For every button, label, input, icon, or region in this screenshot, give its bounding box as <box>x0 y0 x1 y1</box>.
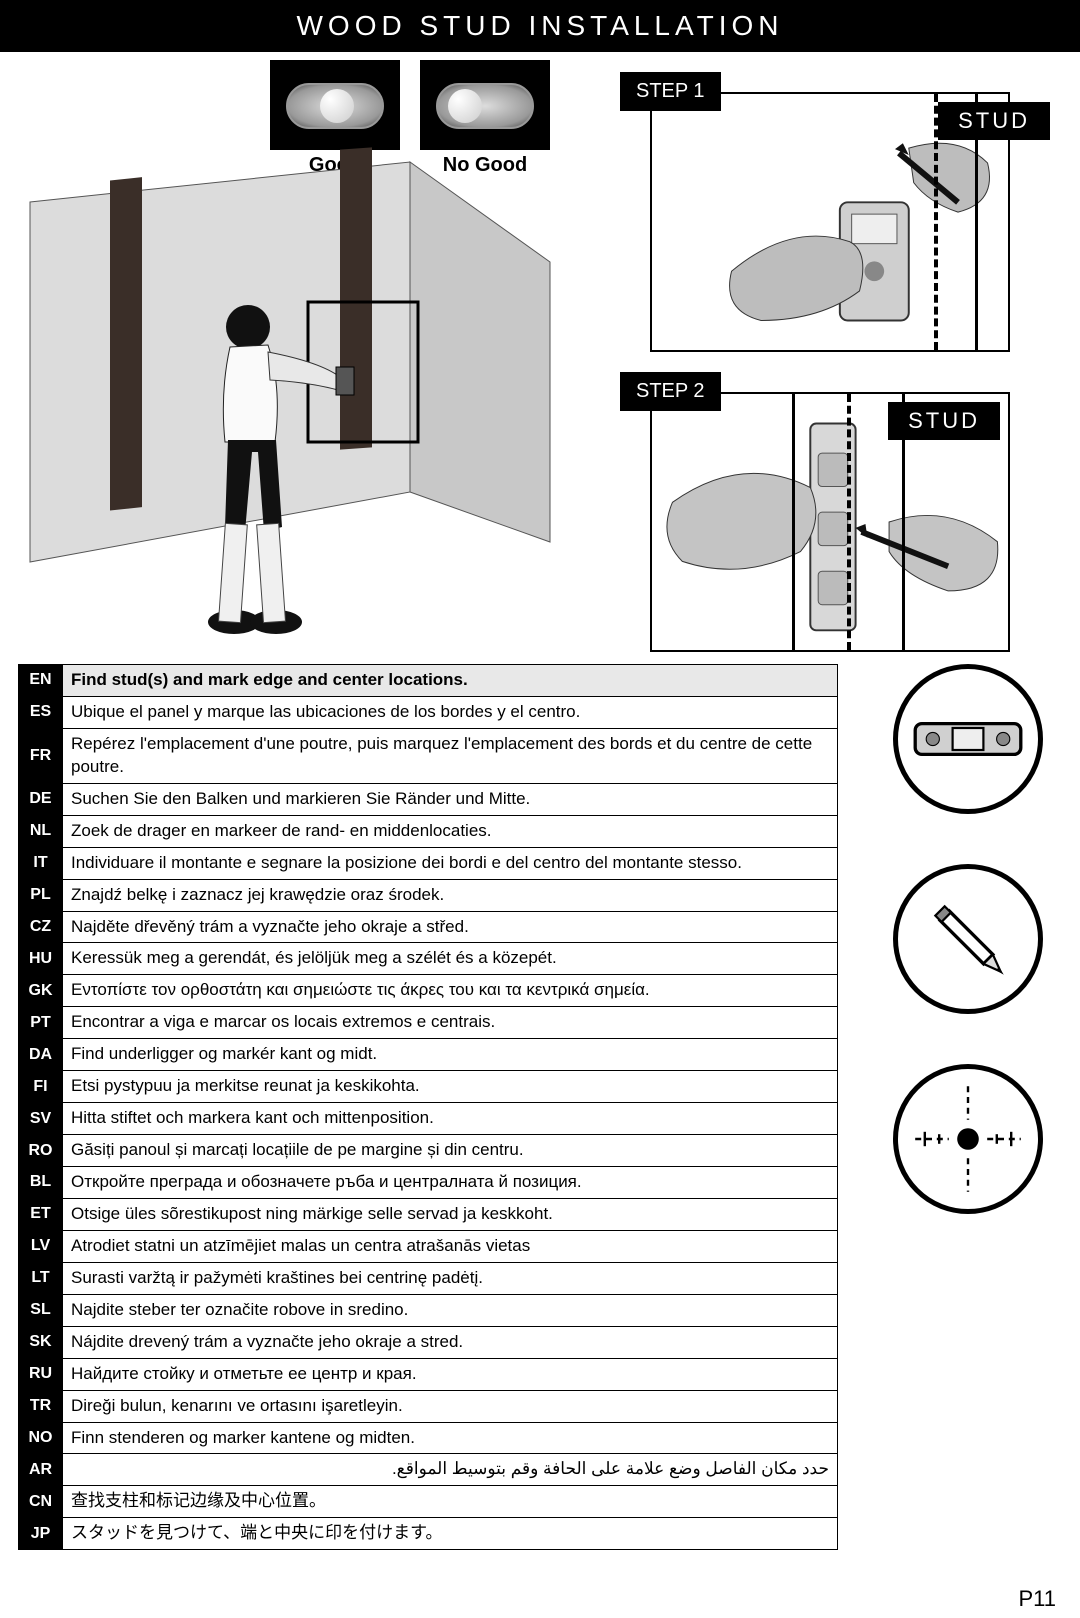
lang-code: LT <box>19 1262 63 1294</box>
instruction-text: Direği bulun, kenarını ve ortasını işare… <box>63 1390 838 1422</box>
instruction-text: Najdite steber ter označite robove in sr… <box>63 1294 838 1326</box>
instruction-row: ENFind stud(s) and mark edge and center … <box>19 665 838 697</box>
instruction-row: ARحدد مكان الفاصل وضع علامة على الحافة و… <box>19 1454 838 1486</box>
instruction-text: Найдите стойку и отметьте ее центр и кра… <box>63 1358 838 1390</box>
lang-code: DE <box>19 783 63 815</box>
instruction-text: Откройте преграда и обозначете ръба и це… <box>63 1167 838 1199</box>
instruction-text: Nájdite drevený trám a vyznačte jeho okr… <box>63 1326 838 1358</box>
step2-label: STEP 2 <box>620 372 721 411</box>
instruction-row: ETOtsige üles sõrestikupost ning märkige… <box>19 1198 838 1230</box>
instruction-text: Find stud(s) and mark edge and center lo… <box>63 665 838 697</box>
upper-illustrations: Good No Good <box>0 52 1080 652</box>
lang-code: SV <box>19 1103 63 1135</box>
lang-code: SL <box>19 1294 63 1326</box>
lang-code: NL <box>19 815 63 847</box>
instruction-row: JPスタッドを見つけて、端と中央に印を付けます。 <box>19 1518 838 1550</box>
lang-code: PL <box>19 879 63 911</box>
instruction-text: Etsi pystypuu ja merkitse reunat ja kesk… <box>63 1071 838 1103</box>
lang-code: ET <box>19 1198 63 1230</box>
instruction-row: LVAtrodiet statni un atzīmējiet malas un… <box>19 1230 838 1262</box>
lang-code: HU <box>19 943 63 975</box>
lang-code: TR <box>19 1390 63 1422</box>
instruction-row: SLNajdite steber ter označite robove in … <box>19 1294 838 1326</box>
instruction-row: DAFind underligger og markér kant og mid… <box>19 1039 838 1071</box>
lang-code: JP <box>19 1518 63 1550</box>
lang-code: FR <box>19 728 63 783</box>
step1-stud-label: STUD <box>938 102 1050 140</box>
instruction-text: Suchen Sie den Balken und markieren Sie … <box>63 783 838 815</box>
instruction-text: Ubique el panel y marque las ubicaciones… <box>63 696 838 728</box>
step2-stud-label: STUD <box>888 402 1000 440</box>
instruction-row: NOFinn stenderen og marker kantene og mi… <box>19 1422 838 1454</box>
lang-code: RO <box>19 1135 63 1167</box>
instruction-row: FRRepérez l'emplacement d'une poutre, pu… <box>19 728 838 783</box>
instruction-row: HUKeressük meg a gerendát, és jelöljük m… <box>19 943 838 975</box>
instruction-row: TRDireği bulun, kenarını ve ortasını işa… <box>19 1390 838 1422</box>
instruction-text: Finn stenderen og marker kantene og midt… <box>63 1422 838 1454</box>
instruction-row: LTSurasti varžtą ir pažymėti kraštines b… <box>19 1262 838 1294</box>
instruction-row: GKΕντοπίστε τον ορθοστάτη και σημειώστε … <box>19 975 838 1007</box>
instruction-row: DESuchen Sie den Balken und markieren Si… <box>19 783 838 815</box>
instruction-text: Individuare il montante e segnare la pos… <box>63 847 838 879</box>
lang-code: PT <box>19 1007 63 1039</box>
lang-code: ES <box>19 696 63 728</box>
step1-label: STEP 1 <box>620 72 721 111</box>
instruction-text: Encontrar a viga e marcar os locais extr… <box>63 1007 838 1039</box>
step2-panel: STEP 2 STUD <box>620 372 1010 652</box>
lang-code: CZ <box>19 911 63 943</box>
instruction-text: 查找支柱和标记边缘及中心位置。 <box>63 1486 838 1518</box>
target-mark-icon <box>893 1064 1043 1214</box>
instruction-text: Keressük meg a gerendát, és jelöljük meg… <box>63 943 838 975</box>
tools-icon-column <box>878 664 1058 1214</box>
instruction-row: ITIndividuare il montante e segnare la p… <box>19 847 838 879</box>
lang-code: EN <box>19 665 63 697</box>
stud-finder-icon <box>893 664 1043 814</box>
instruction-row: FIEtsi pystypuu ja merkitse reunat ja ke… <box>19 1071 838 1103</box>
lang-code: LV <box>19 1230 63 1262</box>
instruction-row: SVHitta stiftet och markera kant och mit… <box>19 1103 838 1135</box>
instruction-text: Otsige üles sõrestikupost ning märkige s… <box>63 1198 838 1230</box>
lang-code: BL <box>19 1167 63 1199</box>
instructions-table: ENFind stud(s) and mark edge and center … <box>18 664 838 1550</box>
instruction-text: Find underligger og markér kant og midt. <box>63 1039 838 1071</box>
instruction-row: ROGăsiți panoul și marcați locațiile de … <box>19 1135 838 1167</box>
lang-code: IT <box>19 847 63 879</box>
instruction-text: Hitta stiftet och markera kant och mitte… <box>63 1103 838 1135</box>
instruction-text: Atrodiet statni un atzīmējiet malas un c… <box>63 1230 838 1262</box>
instruction-text: Zoek de drager en markeer de rand- en mi… <box>63 815 838 847</box>
page-title: WOOD STUD INSTALLATION <box>0 0 1080 52</box>
wall-illustration <box>20 132 560 642</box>
lang-code: RU <box>19 1358 63 1390</box>
instruction-text: Găsiți panoul și marcați locațiile de pe… <box>63 1135 838 1167</box>
lang-code: AR <box>19 1454 63 1486</box>
instruction-row: PTEncontrar a viga e marcar os locais ex… <box>19 1007 838 1039</box>
instruction-row: RUНайдите стойку и отметьте ее центр и к… <box>19 1358 838 1390</box>
instruction-text: Repérez l'emplacement d'une poutre, puis… <box>63 728 838 783</box>
instruction-row: ESUbique el panel y marque las ubicacion… <box>19 696 838 728</box>
pencil-icon <box>893 864 1043 1014</box>
instruction-row: CZNajděte dřevěný trám a vyznačte jeho o… <box>19 911 838 943</box>
lang-code: GK <box>19 975 63 1007</box>
instruction-row: CN查找支柱和标记边缘及中心位置。 <box>19 1486 838 1518</box>
instruction-text: Surasti varžtą ir pažymėti kraštines bei… <box>63 1262 838 1294</box>
lang-code: SK <box>19 1326 63 1358</box>
lang-code: DA <box>19 1039 63 1071</box>
step1-panel: STEP 1 STUD <box>620 72 1010 352</box>
instructions-table-wrap: ENFind stud(s) and mark edge and center … <box>18 664 838 1550</box>
instruction-text: スタッドを見つけて、端と中央に印を付けます。 <box>63 1518 838 1550</box>
lang-code: CN <box>19 1486 63 1518</box>
instruction-text: حدد مكان الفاصل وضع علامة على الحافة وقم… <box>63 1454 838 1486</box>
instruction-text: Najděte dřevěný trám a vyznačte jeho okr… <box>63 911 838 943</box>
instruction-text: Znajdź belkę i zaznacz jej krawędzie ora… <box>63 879 838 911</box>
lang-code: FI <box>19 1071 63 1103</box>
instruction-row: PLZnajdź belkę i zaznacz jej krawędzie o… <box>19 879 838 911</box>
instruction-text: Εντοπίστε τον ορθοστάτη και σημειώστε τι… <box>63 975 838 1007</box>
page-number: P11 <box>1018 1586 1056 1612</box>
instruction-row: SKNájdite drevený trám a vyznačte jeho o… <box>19 1326 838 1358</box>
lang-code: NO <box>19 1422 63 1454</box>
instruction-row: NLZoek de drager en markeer de rand- en … <box>19 815 838 847</box>
instruction-row: BLОткройте преграда и обозначете ръба и … <box>19 1167 838 1199</box>
